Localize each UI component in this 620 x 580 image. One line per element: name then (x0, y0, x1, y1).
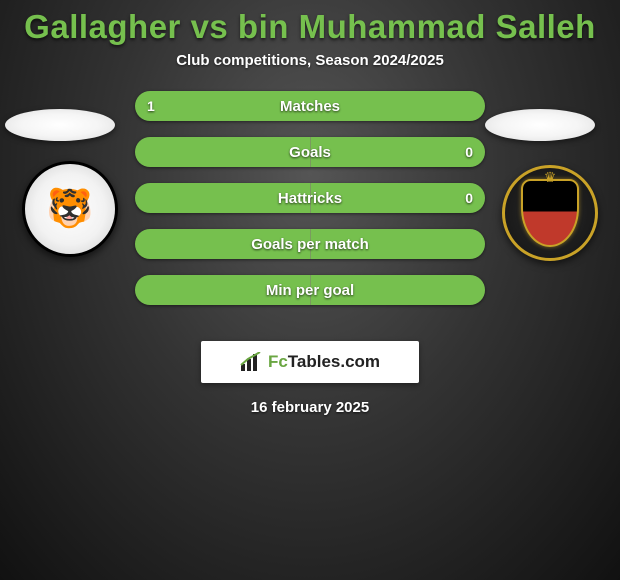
player-left-oval (5, 109, 115, 141)
subtitle: Club competitions, Season 2024/2025 (0, 52, 620, 69)
stat-rows-container: Matches1Goals0Hattricks0Goals per matchM… (135, 91, 485, 321)
shield-icon: ♛ (521, 179, 579, 247)
stat-value-left: 1 (147, 91, 155, 121)
stat-value-right: 0 (465, 137, 473, 167)
footer-date: 16 february 2025 (0, 399, 620, 416)
stat-row: Goals per match (135, 229, 485, 259)
brand-box: FcTables.com (201, 341, 419, 383)
crown-icon: ♛ (544, 169, 557, 186)
content-root: Gallagher vs bin Muhammad Salleh Club co… (0, 0, 620, 416)
stat-row: Goals0 (135, 137, 485, 167)
brand-prefix: Fc (268, 352, 288, 371)
bars-icon (240, 352, 262, 372)
compare-area: 🐯 ♛ Matches1Goals0Hattricks0Goals per ma… (0, 91, 620, 341)
player-right-oval (485, 109, 595, 141)
club-badge-right: ♛ (502, 165, 598, 261)
brand-suffix: Tables.com (288, 352, 380, 371)
stat-row: Matches1 (135, 91, 485, 121)
stat-label: Hattricks (135, 183, 485, 213)
stat-label: Goals per match (135, 229, 485, 259)
page-title: Gallagher vs bin Muhammad Salleh (0, 8, 620, 46)
stat-label: Min per goal (135, 275, 485, 305)
brand-text: FcTables.com (268, 352, 380, 372)
stat-label: Matches (135, 91, 485, 121)
tiger-icon: 🐯 (46, 187, 93, 231)
stat-row: Hattricks0 (135, 183, 485, 213)
stat-value-right: 0 (465, 183, 473, 213)
stat-row: Min per goal (135, 275, 485, 305)
stat-label: Goals (135, 137, 485, 167)
club-badge-left: 🐯 (22, 161, 118, 257)
